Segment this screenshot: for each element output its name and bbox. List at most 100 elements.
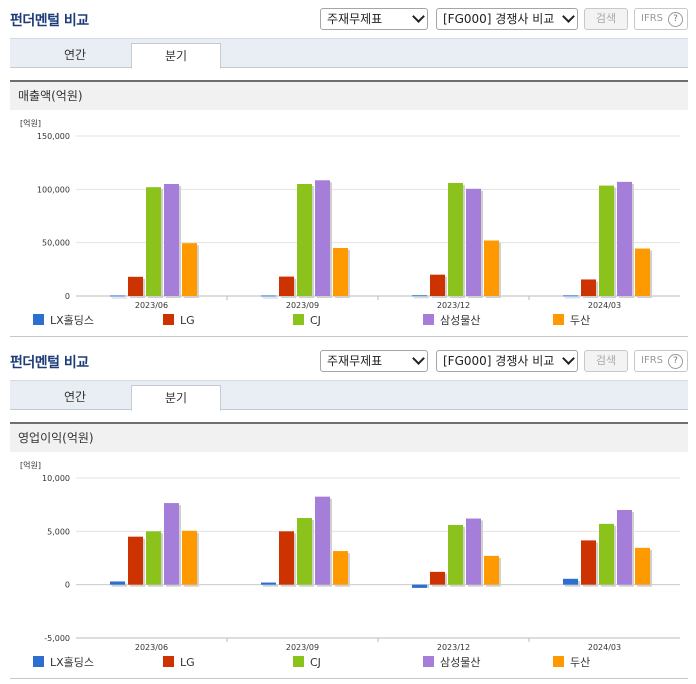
legend-label: 두산 — [570, 314, 591, 327]
bar-2023-12-s4 — [484, 555, 499, 585]
statement-select[interactable]: 주재무제표 — [320, 8, 428, 30]
legend-label: 삼성물산 — [440, 656, 481, 669]
panel-title: 펀더멘털 비교 — [10, 13, 89, 29]
operating-income-bar-chart: -5,000 0 5,000 10,000 2023/06 2023/09 2023/12 2… — [42, 474, 680, 652]
y-tick-label: 100,000 — [37, 185, 70, 194]
bar-2024-03-s1 — [581, 279, 596, 296]
bar-2023-06-s2 — [146, 531, 161, 585]
chevron-down-icon — [562, 352, 575, 365]
legend-swatch — [163, 314, 174, 325]
tab-annual[interactable]: 연간 — [63, 48, 87, 62]
y-tick-label: 10,000 — [42, 474, 70, 483]
legend-swatch — [293, 656, 304, 667]
bar-shadow — [263, 584, 278, 587]
bar-shadow — [414, 297, 429, 299]
legend-label: CJ — [310, 314, 321, 327]
peer-group-select[interactable]: [FG000] 경쟁사 비교 — [436, 350, 578, 372]
legend-label: LG — [180, 314, 195, 327]
legend-item[interactable]: LX홀딩스 — [33, 314, 94, 328]
legend-label: 두산 — [570, 656, 591, 669]
legend-swatch — [293, 314, 304, 325]
legend-label: CJ — [310, 656, 321, 669]
chevron-down-icon — [562, 10, 575, 23]
bar-2023-09-s1 — [279, 531, 294, 585]
peer-group-select[interactable]: [FG000] 경쟁사 비교 — [436, 8, 578, 30]
section-title: 매출액(억원) — [10, 80, 688, 110]
unit-label: [억원] — [20, 119, 41, 128]
x-tick-label: 2023/06 — [135, 301, 168, 310]
legend-swatch — [33, 656, 44, 667]
bar-2023-12-s4 — [484, 240, 499, 296]
x-tick-label: 2023/12 — [437, 301, 470, 310]
period-tabs: 연간 분기 — [10, 380, 688, 411]
bar-2024-03-s4 — [635, 248, 650, 296]
peer-group-select-value: [FG000] 경쟁사 비교 — [443, 12, 555, 26]
bar-2023-06-s4 — [182, 530, 197, 585]
x-tick-label: 2023/09 — [286, 301, 319, 310]
bar-shadow — [112, 583, 127, 587]
x-tick-label: 2024/03 — [588, 643, 621, 652]
bar-2023-09-s0 — [261, 295, 276, 297]
bar-2023-12-s0 — [412, 295, 427, 297]
legend-item[interactable]: LG — [163, 656, 195, 670]
search-button[interactable]: 검색 — [584, 350, 628, 372]
statement-select[interactable]: 주재무제표 — [320, 350, 428, 372]
chart-legend: LX홀딩스 LG CJ 삼성물산 두산 — [0, 656, 696, 672]
bar-shadow — [112, 297, 127, 299]
help-icon[interactable]: ? — [668, 12, 683, 27]
legend-item[interactable]: 두산 — [553, 314, 590, 328]
legend-item[interactable]: 삼성물산 — [423, 656, 480, 670]
bar-2024-03-s2 — [599, 523, 614, 585]
help-icon[interactable]: ? — [668, 354, 683, 369]
legend-label: LG — [180, 656, 195, 669]
bar-2023-12-s2 — [448, 524, 463, 585]
search-button[interactable]: 검색 — [584, 8, 628, 30]
legend-swatch — [33, 314, 44, 325]
bar-2024-03-s3 — [617, 181, 632, 296]
bar-2023-09-s3 — [315, 496, 330, 585]
bar-2023-06-s4 — [182, 243, 197, 296]
bar-2023-12-s3 — [466, 188, 481, 296]
y-tick-label: 0 — [65, 581, 70, 590]
tab-annual[interactable]: 연간 — [63, 390, 87, 404]
legend-label: LX홀딩스 — [50, 314, 95, 327]
bar-2024-03-s3 — [617, 510, 632, 585]
bar-2023-12-s1 — [430, 274, 445, 296]
period-tabs: 연간 분기 — [10, 38, 688, 69]
bar-2024-03-s0 — [563, 295, 578, 297]
bar-2023-12-s1 — [430, 571, 445, 585]
bar-2023-06-s2 — [146, 187, 161, 296]
bar-2023-09-s3 — [315, 180, 330, 296]
legend-label: 삼성물산 — [440, 314, 481, 327]
legend-item[interactable]: 두산 — [553, 656, 590, 670]
unit-label: [억원] — [20, 461, 41, 470]
peer-group-select-value: [FG000] 경쟁사 비교 — [443, 354, 555, 368]
panel-header: 펀더멘털 비교 주재무제표 [FG000] 경쟁사 비교 검색 IFRS ? — [0, 0, 696, 38]
bar-2023-09-s0 — [261, 582, 276, 585]
legend-swatch — [423, 314, 434, 325]
bar-shadow — [263, 297, 278, 299]
bar-2023-09-s2 — [297, 518, 312, 585]
tab-quarterly[interactable]: 분기 — [131, 385, 221, 411]
ifrs-label: IFRS — [641, 355, 663, 366]
ifrs-button[interactable]: IFRS ? — [634, 8, 688, 30]
legend-item[interactable]: LG — [163, 314, 195, 328]
tab-quarterly[interactable]: 분기 — [131, 43, 221, 69]
x-tick-label: 2023/09 — [286, 643, 319, 652]
bar-2024-03-s1 — [581, 540, 596, 585]
x-tick-label: 2023/06 — [135, 643, 168, 652]
legend-item[interactable]: CJ — [293, 656, 321, 670]
chevron-down-icon — [412, 352, 425, 365]
legend-item[interactable]: 삼성물산 — [423, 314, 480, 328]
ifrs-button[interactable]: IFRS ? — [634, 350, 688, 372]
fundamental-panel-operating-income: 펀더멘털 비교 주재무제표 [FG000] 경쟁사 비교 검색 IFRS ? 연… — [0, 342, 696, 684]
bar-2023-09-s2 — [297, 184, 312, 296]
bar-2023-06-s1 — [128, 536, 143, 585]
bar-2023-09-s4 — [333, 551, 348, 585]
panel-header: 펀더멘털 비교 주재무제표 [FG000] 경쟁사 비교 검색 IFRS ? — [0, 342, 696, 380]
legend-item[interactable]: CJ — [293, 314, 321, 328]
bar-2023-12-s0 — [412, 584, 427, 588]
legend-item[interactable]: LX홀딩스 — [33, 656, 94, 670]
x-tick-label: 2024/03 — [588, 301, 621, 310]
section-title: 영업이익(억원) — [10, 422, 688, 452]
